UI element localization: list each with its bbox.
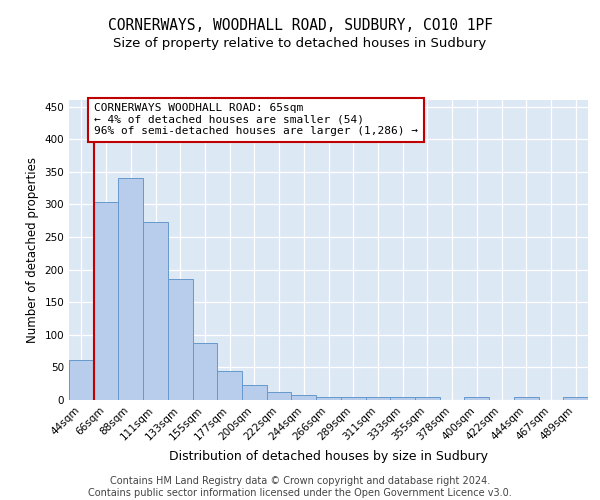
- Bar: [168, 280, 193, 400]
- Bar: [514, 398, 539, 400]
- X-axis label: Distribution of detached houses by size in Sudbury: Distribution of detached houses by size …: [169, 450, 488, 463]
- Y-axis label: Number of detached properties: Number of detached properties: [26, 157, 39, 343]
- Bar: [193, 342, 217, 400]
- Bar: [267, 392, 292, 400]
- Bar: [464, 398, 489, 400]
- Bar: [415, 398, 440, 400]
- Bar: [217, 370, 242, 400]
- Bar: [69, 360, 94, 400]
- Bar: [563, 398, 588, 400]
- Bar: [316, 396, 341, 400]
- Bar: [390, 396, 415, 400]
- Text: CORNERWAYS WOODHALL ROAD: 65sqm
← 4% of detached houses are smaller (54)
96% of : CORNERWAYS WOODHALL ROAD: 65sqm ← 4% of …: [94, 104, 418, 136]
- Text: Size of property relative to detached houses in Sudbury: Size of property relative to detached ho…: [113, 38, 487, 51]
- Bar: [292, 395, 316, 400]
- Bar: [118, 178, 143, 400]
- Bar: [242, 385, 267, 400]
- Text: Contains HM Land Registry data © Crown copyright and database right 2024.
Contai: Contains HM Land Registry data © Crown c…: [88, 476, 512, 498]
- Bar: [94, 202, 118, 400]
- Bar: [365, 396, 390, 400]
- Text: CORNERWAYS, WOODHALL ROAD, SUDBURY, CO10 1PF: CORNERWAYS, WOODHALL ROAD, SUDBURY, CO10…: [107, 18, 493, 32]
- Bar: [143, 222, 168, 400]
- Bar: [341, 396, 365, 400]
